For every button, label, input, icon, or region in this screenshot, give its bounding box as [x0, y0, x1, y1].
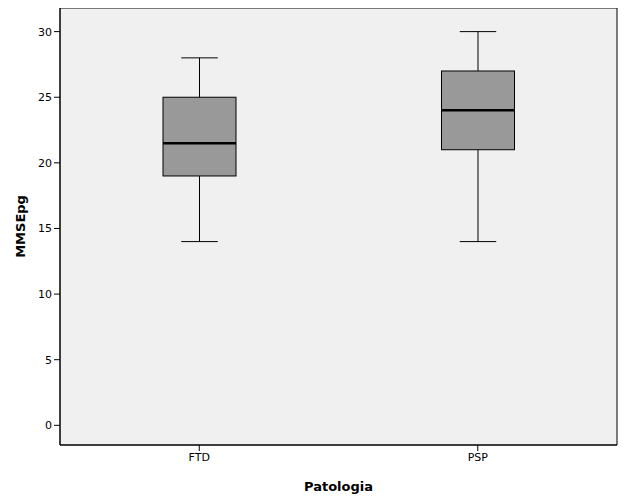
svg-text:Patologia: Patologia: [304, 479, 373, 494]
svg-text:20: 20: [38, 157, 52, 170]
svg-text:MMSEpg: MMSEpg: [13, 195, 28, 258]
svg-text:PSP: PSP: [468, 451, 489, 464]
svg-text:30: 30: [38, 26, 52, 39]
svg-text:25: 25: [38, 91, 52, 104]
svg-text:FTD: FTD: [189, 451, 210, 464]
svg-text:0: 0: [45, 419, 52, 432]
svg-text:5: 5: [45, 354, 52, 367]
svg-text:15: 15: [38, 222, 52, 235]
svg-text:10: 10: [38, 288, 52, 301]
